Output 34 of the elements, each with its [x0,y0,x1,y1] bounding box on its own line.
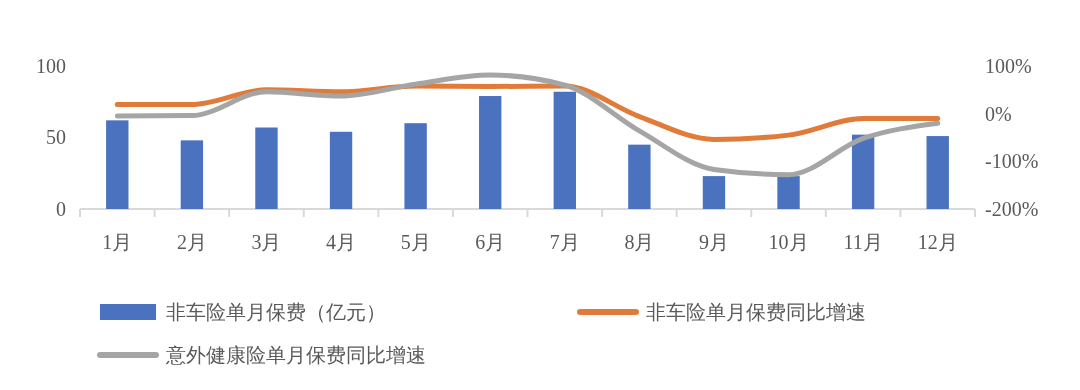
x-tick-label: 1月 [102,231,133,253]
x-tick-label: 8月 [624,231,655,253]
bar [106,120,129,209]
x-tick-label: 11月 [843,231,883,253]
legend-label: 非车险单月保费同比增速 [646,301,866,323]
x-tick-label: 10月 [768,231,809,253]
y2-tick-label: 0% [985,102,1012,125]
x-tick-label: 4月 [326,231,357,253]
y-tick-label: 50 [46,126,66,149]
bar [702,176,726,209]
x-tick-label: 7月 [549,231,580,253]
bar [851,134,875,209]
legend-label: 意外健康险单月保费同比增速 [165,344,426,366]
y2-tick-label: 100% [985,54,1032,77]
x-tick-label: 9月 [698,231,729,253]
legend-label: 非车险单月保费（亿元） [166,301,386,323]
y-tick-label: 100 [36,54,66,77]
bar [404,123,427,209]
bar [553,91,576,209]
bar [180,140,204,209]
x-tick-label: 2月 [176,231,207,253]
bar [926,136,949,209]
bar [329,131,353,209]
y2-tick-label: -100% [985,150,1039,173]
bar [255,127,278,209]
x-tick-label: 5月 [400,231,431,253]
x-tick-label: 6月 [475,231,506,253]
bar [479,96,502,209]
bar [628,144,651,209]
x-tick-label: 3月 [251,231,282,253]
bar [777,176,800,209]
y-tick-label: 0 [56,197,66,220]
x-tick-label: 12月 [917,231,958,253]
y2-tick-label: -200% [985,197,1039,220]
